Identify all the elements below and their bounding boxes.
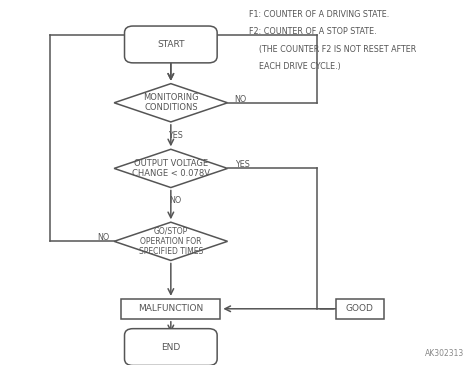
- Text: YES: YES: [168, 131, 183, 140]
- Text: EACH DRIVE CYCLE.): EACH DRIVE CYCLE.): [249, 62, 340, 71]
- FancyBboxPatch shape: [125, 26, 217, 63]
- Polygon shape: [114, 84, 228, 122]
- Bar: [336, 299, 383, 319]
- Text: START: START: [157, 40, 184, 49]
- Polygon shape: [114, 149, 228, 187]
- FancyBboxPatch shape: [125, 329, 217, 366]
- Text: GO/STOP
OPERATION FOR
SPECIFIED TIMES: GO/STOP OPERATION FOR SPECIFIED TIMES: [139, 227, 203, 256]
- Text: F2: COUNTER OF A STOP STATE.: F2: COUNTER OF A STOP STATE.: [249, 27, 376, 36]
- Text: NO: NO: [97, 233, 109, 242]
- Text: NO: NO: [235, 95, 247, 104]
- Polygon shape: [114, 222, 228, 261]
- Text: AK302313: AK302313: [425, 349, 464, 358]
- Text: NO: NO: [169, 195, 182, 205]
- Text: GOOD: GOOD: [346, 304, 374, 313]
- Text: MALFUNCTION: MALFUNCTION: [138, 304, 203, 313]
- Text: END: END: [161, 343, 181, 352]
- Text: (THE COUNTER F2 IS NOT RESET AFTER: (THE COUNTER F2 IS NOT RESET AFTER: [249, 45, 416, 54]
- Text: F1: COUNTER OF A DRIVING STATE.: F1: COUNTER OF A DRIVING STATE.: [249, 10, 389, 19]
- Bar: [121, 299, 220, 319]
- Text: MONITORING
CONDITIONS: MONITORING CONDITIONS: [143, 93, 199, 112]
- Text: YES: YES: [235, 160, 249, 169]
- Text: OUTPUT VOLTAGE
CHANGE < 0.078V: OUTPUT VOLTAGE CHANGE < 0.078V: [132, 159, 210, 178]
